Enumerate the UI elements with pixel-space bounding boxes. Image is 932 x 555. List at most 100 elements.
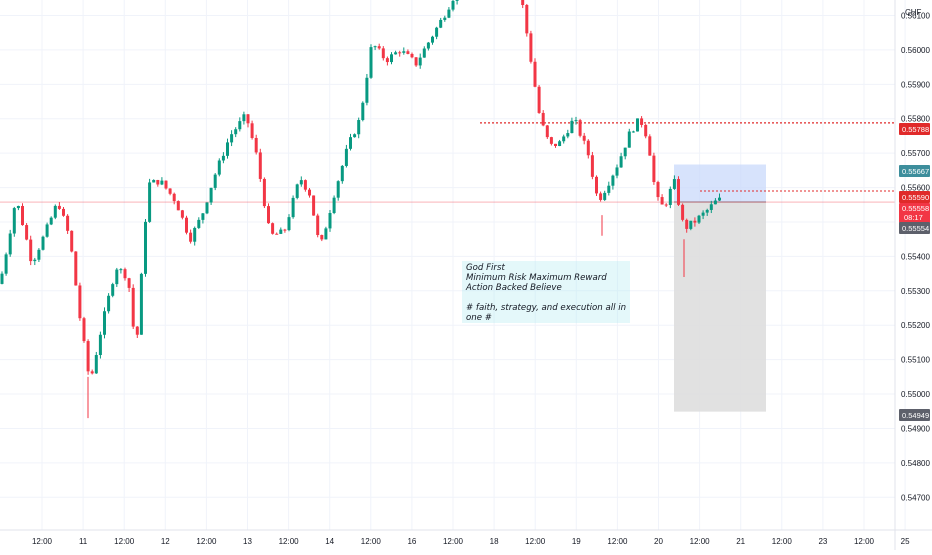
candle-down (582, 135, 586, 141)
candle-down (595, 176, 598, 194)
note-spacer (466, 293, 626, 303)
candle-up (197, 219, 201, 228)
candle-down (320, 235, 324, 240)
candle-down (168, 188, 172, 194)
candle-up (12, 208, 16, 234)
candle-up (242, 114, 246, 122)
candle-down (303, 180, 307, 190)
candle-down (70, 230, 74, 252)
candle-down (74, 251, 78, 286)
candle-down (86, 341, 90, 372)
take-profit-badge (899, 165, 930, 177)
price-tick-label: 0.55300 (901, 287, 930, 296)
candle-up (98, 334, 102, 356)
candle-up (701, 212, 705, 216)
candle-up (234, 129, 238, 135)
candle-down (164, 180, 168, 189)
resistance-badge-text: 0.55788 (902, 125, 929, 134)
candle-up (349, 137, 352, 149)
candle-down (525, 4, 529, 34)
candle-up (291, 197, 295, 218)
candle-up (94, 355, 98, 374)
candle-up (668, 188, 672, 205)
candle-down (275, 233, 279, 235)
price-tick-label: 0.54800 (901, 459, 930, 468)
candle-up (4, 254, 8, 274)
candle-up (402, 51, 406, 53)
candle-down (590, 155, 594, 177)
stop-loss-zone[interactable] (674, 202, 766, 412)
trade-note[interactable]: God First Minimum Risk Maximum Reward Ac… (462, 261, 630, 323)
candle-up (152, 179, 156, 183)
candle-down (381, 48, 385, 59)
countdown-text: 08:17 (904, 213, 923, 222)
candle-up (340, 165, 344, 182)
candle-up (435, 27, 439, 37)
candle-up (455, 0, 459, 1)
candle-up (115, 269, 119, 285)
candle-down (127, 278, 131, 288)
price-badges: 0.55788 0.55667 0.55590 0.55558 08:17 0.… (899, 123, 930, 421)
time-tick-label: 12:00 (443, 537, 464, 546)
candle-down (312, 195, 316, 216)
candle-down (640, 118, 644, 125)
candle-up (226, 142, 229, 156)
candle-up (201, 213, 205, 220)
stop-badge-text: 0.54949 (902, 411, 929, 420)
candle-down (78, 285, 82, 319)
candle-down (414, 57, 418, 66)
candle-down (246, 114, 250, 124)
price-axis[interactable]: 0.56100 0.56000 0.55900 0.55800 0.55700 0.556… (901, 11, 930, 502)
note-line-2: Minimum Risk Maximum Reward (466, 273, 607, 283)
time-tick-label: 25 (901, 537, 910, 546)
stop-badge (899, 409, 930, 421)
candle-up (451, 0, 455, 10)
candle-up (574, 120, 578, 122)
candle-up (221, 155, 225, 161)
entry-badge-text: 0.55590 (902, 193, 929, 202)
candle-down (385, 58, 389, 63)
candle-up (295, 184, 299, 198)
candle-down (398, 52, 402, 54)
candle-up (369, 47, 373, 78)
candle-up (603, 192, 607, 200)
price-tick-label: 0.55000 (901, 390, 930, 399)
time-tick-label: 19 (572, 537, 581, 546)
candle-up (689, 220, 693, 229)
price-tick-label: 0.55400 (901, 252, 930, 261)
candle-down (308, 189, 311, 196)
candle-down (316, 215, 320, 236)
time-axis[interactable]: 12:00 11 12:00 12 12:00 13 12:00 14 12:00 16 12:00… (32, 537, 910, 546)
candle-up (279, 229, 283, 234)
candle-up (230, 134, 234, 143)
candle-up (365, 77, 369, 103)
entry-badge (899, 191, 930, 203)
candle-down (283, 229, 287, 231)
candle-up (0, 273, 4, 284)
candle-down (254, 137, 258, 153)
candle-up (631, 131, 635, 133)
candle-down (250, 123, 254, 138)
candle-up (570, 120, 574, 134)
candle-down (541, 112, 545, 126)
time-tick-label: 21 (736, 537, 745, 546)
candle-up (713, 200, 717, 205)
candle-up (209, 187, 213, 203)
time-tick-label: 12:00 (196, 537, 217, 546)
time-tick-label: 23 (818, 537, 827, 546)
candle-up (41, 236, 45, 250)
candle-down (664, 204, 668, 206)
candle-up (299, 180, 303, 185)
candle-down (652, 155, 656, 183)
resistance-badge (899, 123, 930, 135)
candle-up (45, 224, 49, 237)
candle-down (685, 219, 689, 229)
currency-label: CHF (905, 8, 922, 17)
candle-up (193, 227, 197, 242)
note-line-1: God First (466, 263, 505, 273)
candle-down (644, 124, 648, 137)
candle-down (29, 239, 33, 262)
candle-down (131, 287, 135, 327)
